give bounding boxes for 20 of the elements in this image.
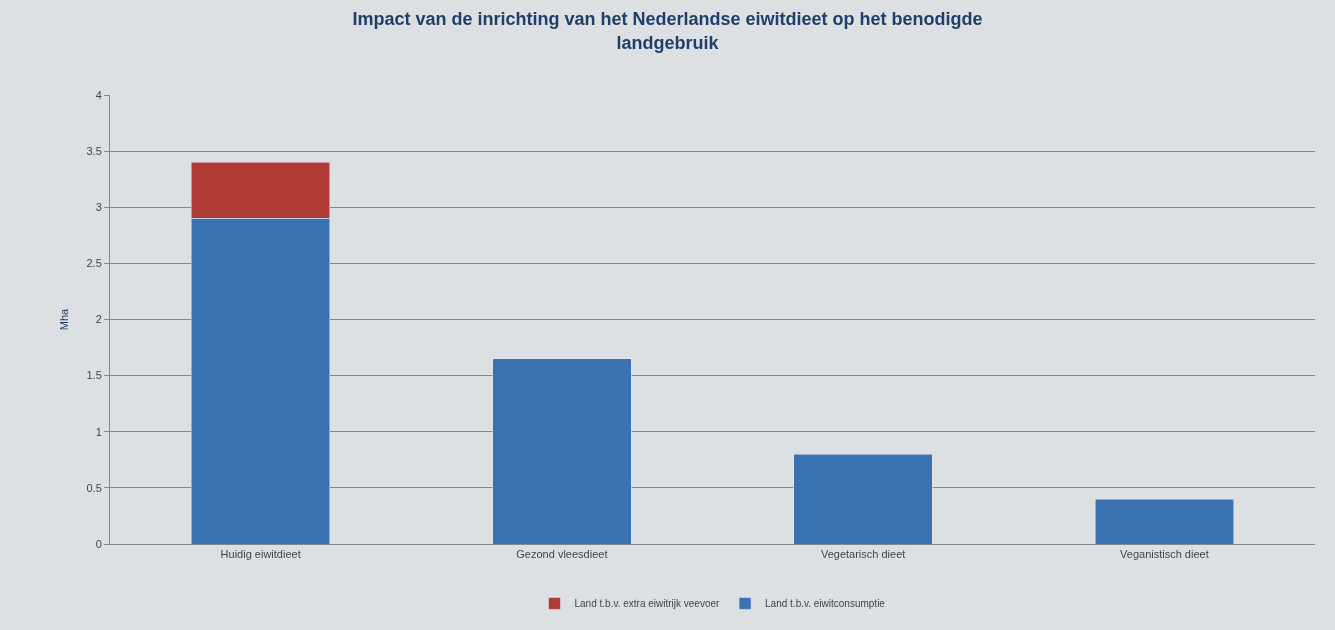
x-tick-label: Huidig eiwitdieet	[220, 548, 301, 561]
x-tick-label: Veganistisch dieet	[1120, 548, 1209, 561]
chart-title: Impact van de inrichting van het Nederlandse eiwitdieet op het benodigde landgebruik	[352, 9, 983, 53]
y-tick-label: 4	[95, 88, 102, 101]
legend-label: Land t.b.v. eiwitconsumptie	[765, 598, 886, 610]
y-tick-label: 3	[95, 201, 102, 214]
y-tick-label: 0.5	[86, 481, 102, 494]
y-tick-label: 0	[95, 537, 102, 550]
bar	[492, 358, 632, 544]
bar	[1094, 498, 1234, 544]
y-axis-title: Mha	[58, 307, 71, 331]
x-tick-label: Gezond vleesdieet	[516, 548, 608, 561]
legend-label: Land t.b.v. extra eiwitrijk veevoer	[574, 598, 721, 610]
y-tick-label: 3.5	[86, 144, 102, 157]
y-tick-label: 1.5	[86, 369, 102, 382]
y-tick-label: 1	[95, 425, 102, 438]
y-tick-label: 2.5	[86, 257, 102, 270]
x-tick-label: Vegetarisch dieet	[820, 548, 906, 561]
y-tick-label: 2	[95, 313, 102, 326]
bar	[793, 453, 933, 544]
